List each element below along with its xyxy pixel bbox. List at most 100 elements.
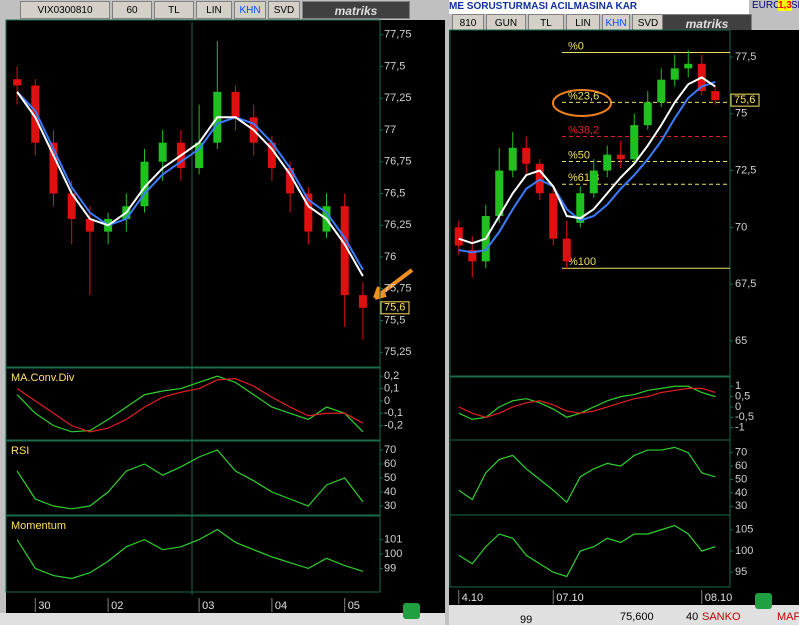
fib-label: %23,6 [568,90,599,102]
candle-body [140,161,149,207]
toolbar-button[interactable]: 60 [112,1,152,19]
y-tick-label: 76 [384,251,396,263]
refresh-button[interactable] [403,603,420,619]
status-text: 75,600 [620,611,654,623]
highlight-ellipse [552,89,612,117]
y-tick-label: 75,25 [384,346,412,358]
y-tick-label: 40 [384,486,396,498]
refresh-button[interactable] [755,593,772,609]
toolbar-button[interactable]: SVD [268,1,300,19]
candle-body [286,168,295,194]
y-tick-label: 75,5 [384,314,405,326]
candle-body [643,102,652,126]
y-tick-label: 72,5 [735,164,756,176]
price-tag [730,93,760,107]
line-series [16,449,364,510]
y-tick-label: 76,75 [384,156,412,168]
candle-body [304,193,313,232]
candle-body [13,79,22,86]
news-ticker: ME SORUSTURMASI ACILMASINA KAR [449,0,749,14]
y-tick-label: 60 [735,460,747,472]
date-label: 30 [38,600,50,612]
candle-body [616,154,625,160]
y-tick-label: 0 [384,395,390,407]
y-tick-label: 70 [735,447,747,459]
candle-body [195,142,204,169]
left-window [6,20,445,613]
toolbar-button[interactable]: KHN [602,14,630,32]
status-text: MAF [777,611,799,623]
candle-body [495,170,504,216]
y-tick-label: 65 [735,335,747,347]
candle-body [85,218,94,232]
toolbar-button[interactable]: matriks [662,14,752,32]
candle-body [340,206,349,296]
y-tick-label: 30 [384,500,396,512]
candle-body [358,295,367,308]
y-tick-label: 40 [735,487,747,499]
line-series [458,385,716,420]
candle-body [684,63,693,69]
y-tick-label: 100 [384,548,402,560]
line-series [16,375,364,433]
y-tick-label: 101 [384,534,402,546]
fib-label: %38,2 [568,124,599,136]
line-series [458,446,716,504]
candle-body [522,147,531,164]
candle-body [158,142,167,162]
price-tag [380,301,410,315]
y-tick-label: 76,5 [384,187,405,199]
candle-body [535,163,544,194]
y-tick-label: 60 [384,458,396,470]
candle-body [576,193,585,223]
toolbar-button[interactable]: LIN [196,1,232,19]
toolbar-button[interactable]: TL [154,1,194,19]
candle-body [508,147,517,171]
candle-body [231,91,240,118]
toolbar-button[interactable]: VIX0300810 [20,1,110,19]
candle-body [67,193,76,219]
toolbar-button[interactable]: KHN [234,1,266,19]
candle-body [630,125,639,160]
right-window [449,30,799,605]
line-series [458,81,716,254]
y-tick-label: -0,5 [735,411,754,423]
y-tick-label: 30 [735,500,747,512]
toolbar-button[interactable]: matriks [302,1,410,19]
y-tick-label: 100 [735,545,753,557]
candle-body [670,68,679,80]
line-series [16,91,364,271]
candle-body [31,85,40,143]
date-label: 02 [111,600,123,612]
quote-value: 1,3 [778,0,792,11]
date-label: 4.10 [462,592,483,604]
candle-body [657,79,666,103]
y-tick-label: 77,5 [384,60,405,72]
status-text: 40 [686,611,698,623]
date-label: 03 [202,600,214,612]
candle-body [711,91,720,101]
y-tick-label: 77,75 [384,29,412,41]
panel-title: MA.Conv.Div [11,372,75,384]
line-series [16,528,364,580]
fib-label: %100 [568,256,596,268]
y-tick-label: 77,25 [384,92,412,104]
y-tick-label: -1 [735,422,745,434]
line-series [458,524,716,578]
quote-name: EURO/USD [752,0,799,11]
line-series [16,378,364,433]
y-tick-label: 77 [384,124,396,136]
line-series [458,76,716,245]
fib-label: %50 [568,149,590,161]
left-statusbar [0,613,445,625]
date-label: 07.10 [556,592,584,604]
date-label: 08.10 [705,592,733,604]
date-label: 04 [275,600,287,612]
line-series [16,91,364,277]
price-tag-label: 75,6 [734,94,755,106]
y-tick-label: 0,2 [384,370,399,382]
panel-title: Momentum [11,520,66,532]
y-tick-label: 99 [384,562,396,574]
